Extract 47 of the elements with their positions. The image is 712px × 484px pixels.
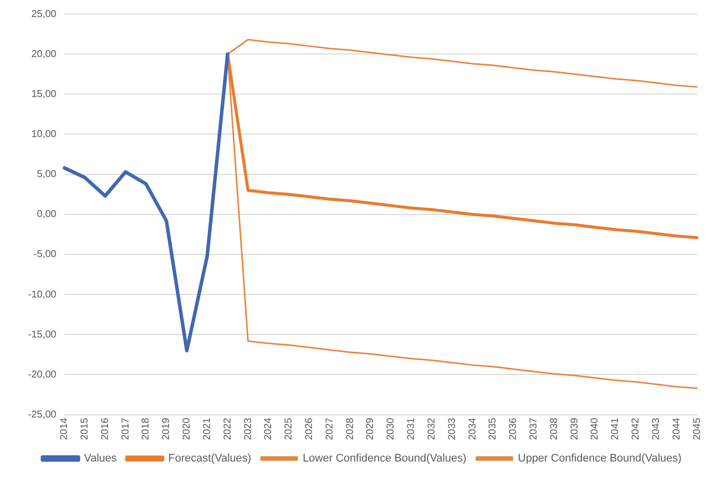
y-tick-label: 10,00 (31, 128, 57, 140)
y-tick-label: 25,00 (31, 8, 57, 20)
x-tick-label: 2016 (100, 417, 111, 440)
x-tick-label: 2034 (467, 417, 478, 440)
x-tick-label: 2024 (263, 417, 274, 440)
x-tick-label: 2015 (80, 417, 91, 440)
legend-label: Forecast(Values) (168, 452, 252, 465)
x-tick-label: 2014 (59, 417, 70, 440)
y-tick-label: -15,00 (28, 329, 57, 340)
y-tick-label: -5,00 (34, 249, 57, 260)
legend-label: Values (84, 452, 118, 465)
y-tick-label: 0,00 (36, 209, 57, 220)
x-tick-label: 2030 (386, 417, 397, 440)
legend-label: Upper Confidence Bound(Values) (518, 452, 682, 465)
x-tick-label: 2025 (284, 417, 295, 440)
x-tick-label: 2028 (344, 417, 356, 440)
x-tick-label: 2043 (650, 417, 662, 440)
y-tick-label: -10,00 (28, 289, 57, 300)
x-tick-label: 2033 (446, 417, 458, 440)
x-tick-label: 2037 (528, 417, 540, 440)
x-tick-label: 2044 (671, 417, 682, 440)
legend-label: Lower Confidence Bound(Values) (302, 452, 466, 465)
x-tick-label: 2021 (202, 417, 213, 440)
x-tick-label: 2026 (304, 417, 315, 440)
x-tick-label: 2038 (548, 417, 560, 440)
x-tick-label: 2036 (508, 417, 520, 440)
x-tick-label: 2023 (242, 417, 254, 440)
y-tick-label: -25,00 (28, 410, 57, 421)
x-tick-label: 2029 (365, 417, 376, 440)
x-tick-label: 2039 (569, 417, 580, 440)
x-tick-label: 2017 (120, 417, 132, 440)
x-tick-label: 2045 (692, 417, 703, 440)
x-tick-label: 2022 (222, 417, 234, 440)
x-tick-label: 2020 (182, 417, 193, 440)
y-tick-label: 5,00 (36, 169, 57, 180)
x-tick-label: 2031 (406, 417, 418, 440)
x-tick-label: 2042 (630, 417, 642, 440)
x-tick-label: 2041 (610, 417, 622, 440)
y-tick-label: -20,00 (28, 369, 57, 380)
x-tick-label: 2027 (324, 417, 336, 440)
y-tick-label: 20,00 (31, 48, 57, 60)
x-tick-label: 2019 (161, 417, 172, 440)
x-tick-label: 2018 (140, 417, 152, 440)
x-tick-label: 2035 (488, 417, 499, 440)
x-tick-label: 2040 (590, 417, 601, 440)
x-tick-label: 2032 (426, 417, 438, 440)
y-tick-label: 15,00 (31, 88, 57, 100)
